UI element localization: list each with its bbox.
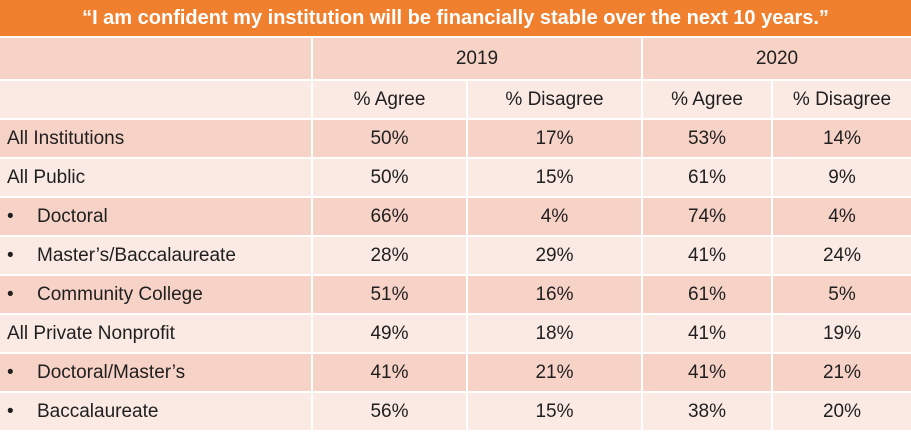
- row-label-text: All Institutions: [7, 127, 125, 149]
- bullet-icon: •: [7, 283, 14, 305]
- table-row: All Public 50% 15% 61% 9%: [0, 158, 911, 198]
- column-header: % Agree: [641, 80, 772, 120]
- value-cell: 9%: [771, 158, 911, 198]
- value-cell: 41%: [641, 314, 772, 354]
- value-cell: 41%: [641, 236, 772, 276]
- row-label-text: Doctoral: [37, 205, 108, 227]
- value-cell: 50%: [311, 158, 467, 198]
- table-row: • Community College 51% 16% 61% 5%: [0, 275, 911, 315]
- row-label-text: Community College: [37, 283, 203, 305]
- row-label-text: Baccalaureate: [37, 400, 159, 422]
- bullet-icon: •: [7, 205, 14, 227]
- row-label-text: Doctoral/Master’s: [37, 361, 186, 383]
- value-cell: 15%: [466, 158, 642, 198]
- table-row: • Master’s/Baccalaureate 28% 29% 41% 24%: [0, 236, 911, 276]
- row-label: • Doctoral/Master’s: [0, 353, 312, 393]
- value-cell: 4%: [771, 197, 911, 237]
- value-cell: 14%: [771, 119, 911, 159]
- table-row: All Institutions 50% 17% 53% 14%: [0, 119, 911, 159]
- row-label: All Private Nonprofit: [0, 314, 312, 354]
- table-row: • Doctoral/Master’s 41% 21% 41% 21%: [0, 353, 911, 393]
- value-cell: 28%: [311, 236, 467, 276]
- value-cell: 56%: [311, 392, 467, 432]
- value-cell: 16%: [466, 275, 642, 315]
- value-cell: 18%: [466, 314, 642, 354]
- row-label: • Doctoral: [0, 197, 312, 237]
- year-header-2019: 2019: [311, 38, 642, 81]
- row-label: • Baccalaureate: [0, 392, 312, 432]
- row-label-text: All Public: [7, 166, 86, 188]
- row-label: All Institutions: [0, 119, 312, 159]
- table-row: • Doctoral 66% 4% 74% 4%: [0, 197, 911, 237]
- year-header-row: 2019 2020: [0, 38, 911, 81]
- value-cell: 29%: [466, 236, 642, 276]
- table-title: “I am confident my institution will be f…: [0, 0, 911, 38]
- value-cell: 66%: [311, 197, 467, 237]
- column-header: % Disagree: [771, 80, 911, 120]
- value-cell: 53%: [641, 119, 772, 159]
- year-header-2020: 2020: [641, 38, 911, 81]
- row-label-text: All Private Nonprofit: [7, 322, 175, 344]
- row-label-text: Master’s/Baccalaureate: [37, 244, 236, 266]
- value-cell: 20%: [771, 392, 911, 432]
- header-empty-cell: [0, 80, 312, 120]
- value-cell: 21%: [771, 353, 911, 393]
- bullet-icon: •: [7, 361, 14, 383]
- value-cell: 61%: [641, 158, 772, 198]
- data-table: 2019 2020 % Agree % Disagree % Agree % D…: [0, 38, 911, 432]
- value-cell: 21%: [466, 353, 642, 393]
- column-header-row: % Agree % Disagree % Agree % Disagree: [0, 80, 911, 120]
- value-cell: 41%: [641, 353, 772, 393]
- table-row: All Private Nonprofit 49% 18% 41% 19%: [0, 314, 911, 354]
- value-cell: 41%: [311, 353, 467, 393]
- row-label: • Community College: [0, 275, 312, 315]
- value-cell: 17%: [466, 119, 642, 159]
- bullet-icon: •: [7, 400, 14, 422]
- value-cell: 5%: [771, 275, 911, 315]
- header-empty-cell: [0, 38, 312, 81]
- row-label: • Master’s/Baccalaureate: [0, 236, 312, 276]
- value-cell: 19%: [771, 314, 911, 354]
- table-row: • Baccalaureate 56% 15% 38% 20%: [0, 392, 911, 432]
- value-cell: 61%: [641, 275, 772, 315]
- value-cell: 51%: [311, 275, 467, 315]
- value-cell: 49%: [311, 314, 467, 354]
- value-cell: 24%: [771, 236, 911, 276]
- column-header: % Agree: [311, 80, 467, 120]
- row-label: All Public: [0, 158, 312, 198]
- value-cell: 15%: [466, 392, 642, 432]
- value-cell: 38%: [641, 392, 772, 432]
- column-header: % Disagree: [466, 80, 642, 120]
- value-cell: 50%: [311, 119, 467, 159]
- value-cell: 74%: [641, 197, 772, 237]
- bullet-icon: •: [7, 244, 14, 266]
- value-cell: 4%: [466, 197, 642, 237]
